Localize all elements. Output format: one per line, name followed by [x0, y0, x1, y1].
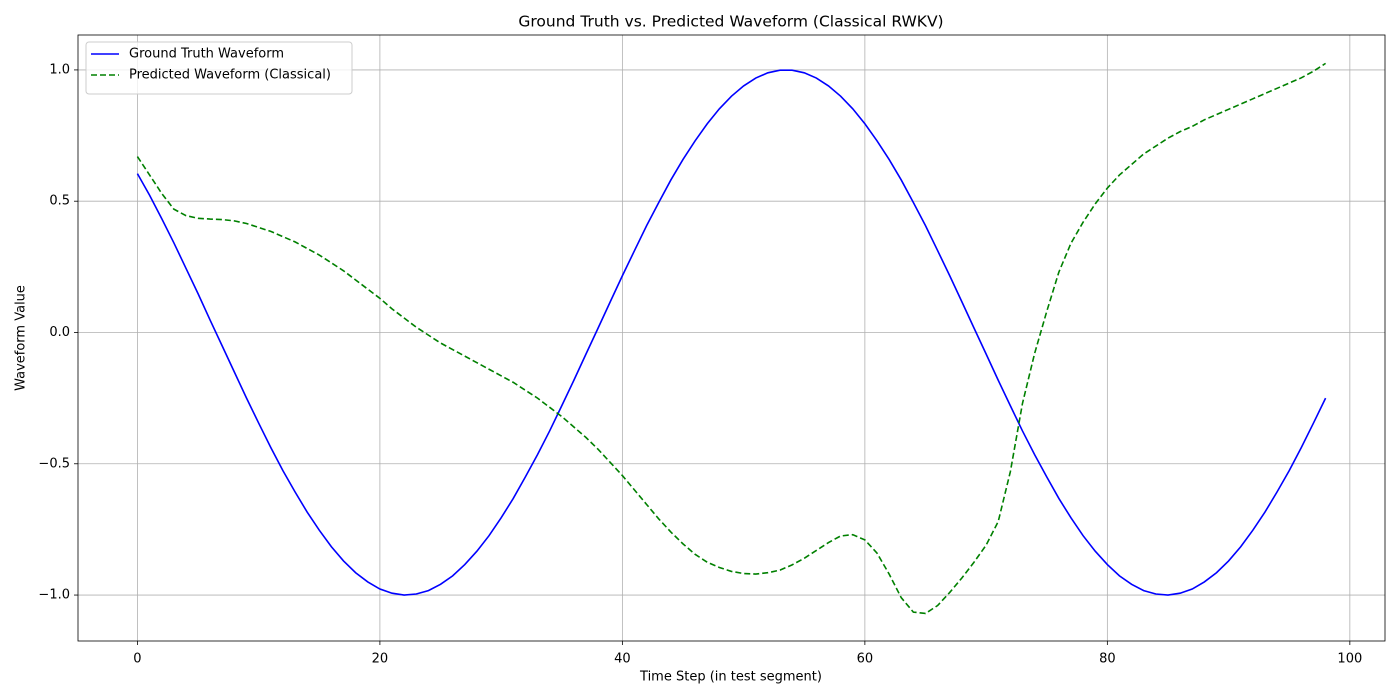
x-tick-label: 60	[857, 652, 874, 667]
series-line	[136, 69, 1327, 596]
y-tick-label: −1.0	[38, 588, 70, 603]
y-tick-label: −0.5	[38, 456, 70, 471]
x-tick-label: 20	[372, 652, 389, 667]
y-tick-label: 0.0	[49, 325, 70, 340]
legend-box	[85, 41, 353, 95]
x-axis-label: Time Step (in test segment)	[639, 670, 822, 685]
y-axis-label: Waveform Value	[14, 285, 29, 391]
x-tick-label: 100	[1337, 652, 1362, 667]
y-tick-label: 1.0	[49, 62, 70, 77]
y-tick-label: 0.5	[49, 194, 70, 209]
legend-label: Predicted Waveform (Classical)	[129, 68, 331, 83]
legend: Ground Truth Waveform Predicted Waveform …	[85, 41, 353, 95]
legend-label: Ground Truth Waveform	[129, 47, 284, 62]
x-tick-label: 0	[133, 652, 141, 667]
series-line	[136, 62, 1327, 615]
x-tick-label: 80	[1099, 652, 1116, 667]
chart-title: Ground Truth vs. Predicted Waveform (Cla…	[518, 13, 943, 31]
plot-frame	[77, 34, 1386, 642]
x-tick-label: 40	[614, 652, 631, 667]
